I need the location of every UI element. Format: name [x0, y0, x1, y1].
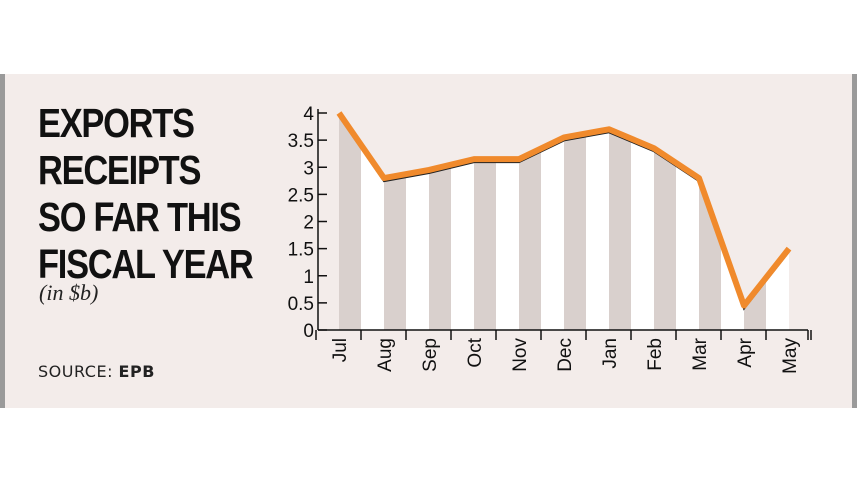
area-stripe [451, 113, 474, 330]
area-stripe [586, 113, 609, 330]
area-stripe [496, 113, 519, 330]
area-stripe [541, 113, 564, 330]
x-tick-label: Mar [690, 337, 711, 370]
y-tick-label: 0.5 [288, 294, 314, 315]
series-line [336, 111, 792, 309]
x-tick-label: May [780, 338, 801, 374]
x-tick-label: Sep [420, 338, 441, 372]
unit-label: (in $b) [39, 280, 99, 305]
source-note: SOURCE: EPB [38, 362, 155, 381]
y-tick-label: 4 [303, 104, 314, 125]
area-stripe [361, 113, 384, 330]
y-tick-label: 1 [303, 267, 314, 288]
x-tick-label: Jan [600, 338, 621, 369]
y-tick-label: 3 [303, 158, 314, 179]
x-tick-label: Aug [375, 338, 396, 372]
source-name: EPB [118, 362, 155, 381]
area-stripe [766, 113, 789, 330]
right-border [852, 74, 857, 408]
x-tick-label: Jul [330, 338, 351, 362]
area-stripe [676, 113, 699, 330]
y-tick-label: 2.5 [288, 185, 314, 206]
title-line: RECEIPTS [38, 147, 201, 193]
left-border [0, 74, 5, 408]
x-tick-label: Dec [555, 338, 576, 372]
y-tick-label: 1.5 [288, 240, 314, 261]
title-line: SO FAR THIS [38, 194, 242, 240]
chart-title: EXPORTS RECEIPTS SO FAR THIS FISCAL YEAR [38, 100, 254, 288]
x-tick-label: Feb [645, 338, 666, 371]
y-tick-label: 0 [303, 321, 314, 342]
title-line: EXPORTS [38, 100, 195, 146]
title-line: FISCAL YEAR [38, 241, 254, 287]
source-label: SOURCE: [38, 362, 113, 381]
y-tick-label: 3.5 [288, 131, 314, 152]
y-tick-label: 2 [303, 213, 314, 234]
x-tick-label: Apr [735, 337, 756, 367]
x-tick-label: Nov [510, 338, 531, 372]
area-stripe [631, 113, 654, 330]
area-stripe [406, 113, 429, 330]
x-tick-label: Oct [465, 337, 486, 367]
